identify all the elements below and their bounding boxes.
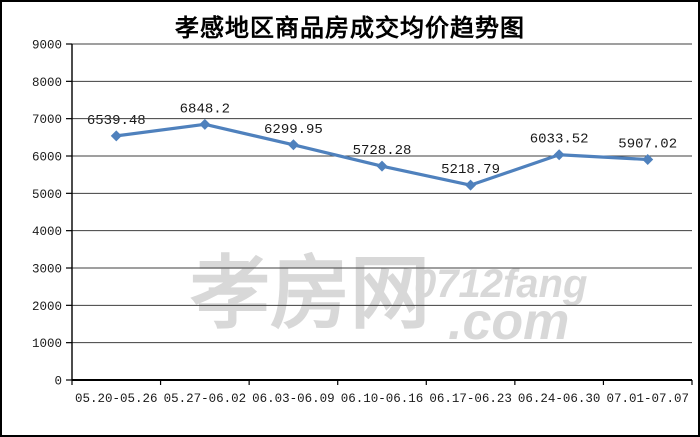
data-point-marker	[199, 118, 211, 130]
y-tick-label: 0	[54, 375, 62, 389]
data-point-label: 5907.02	[618, 136, 677, 152]
y-tick-label: 2000	[32, 300, 62, 314]
x-tick-label: 06.24-06.30	[518, 392, 601, 406]
x-tick-label: 05.20-05.26	[75, 392, 158, 406]
watermark-site-name: 0712fang	[414, 262, 588, 306]
watermark-cjk-text: 孝房网	[190, 247, 430, 340]
x-tick-label: 06.10-06.16	[341, 392, 424, 406]
x-tick-label: 06.03-06.09	[252, 392, 335, 406]
data-point-marker	[465, 179, 477, 191]
y-tick-label: 1000	[32, 337, 62, 351]
y-tick-label: 4000	[32, 225, 62, 239]
data-point-label: 6848.2	[180, 101, 230, 117]
data-point-marker	[376, 160, 388, 172]
y-tick-label: 5000	[32, 188, 62, 202]
y-tick-label: 8000	[32, 76, 62, 90]
data-point-marker	[553, 149, 565, 161]
chart-title: 孝感地区商品房成交均价趋势图	[175, 14, 525, 42]
data-point-label: 5728.28	[353, 143, 412, 159]
x-tick-label: 06.17-06.23	[429, 392, 512, 406]
data-point-marker	[110, 130, 122, 142]
data-point-label: 5218.79	[441, 162, 500, 178]
data-point-label: 6299.95	[264, 122, 323, 138]
x-tick-label: 05.27-06.02	[164, 392, 247, 406]
x-tick-label: 07.01-07.07	[606, 392, 689, 406]
watermark-domain-suffix: .com	[448, 293, 570, 351]
data-point-label: 6033.52	[530, 132, 589, 148]
y-tick-label: 9000	[32, 39, 62, 53]
data-point-label: 6539.48	[87, 113, 146, 129]
y-tick-label: 7000	[32, 113, 62, 127]
y-tick-label: 6000	[32, 151, 62, 165]
data-point-marker	[642, 153, 654, 165]
data-point-marker	[287, 139, 299, 151]
y-tick-label: 3000	[32, 263, 62, 277]
